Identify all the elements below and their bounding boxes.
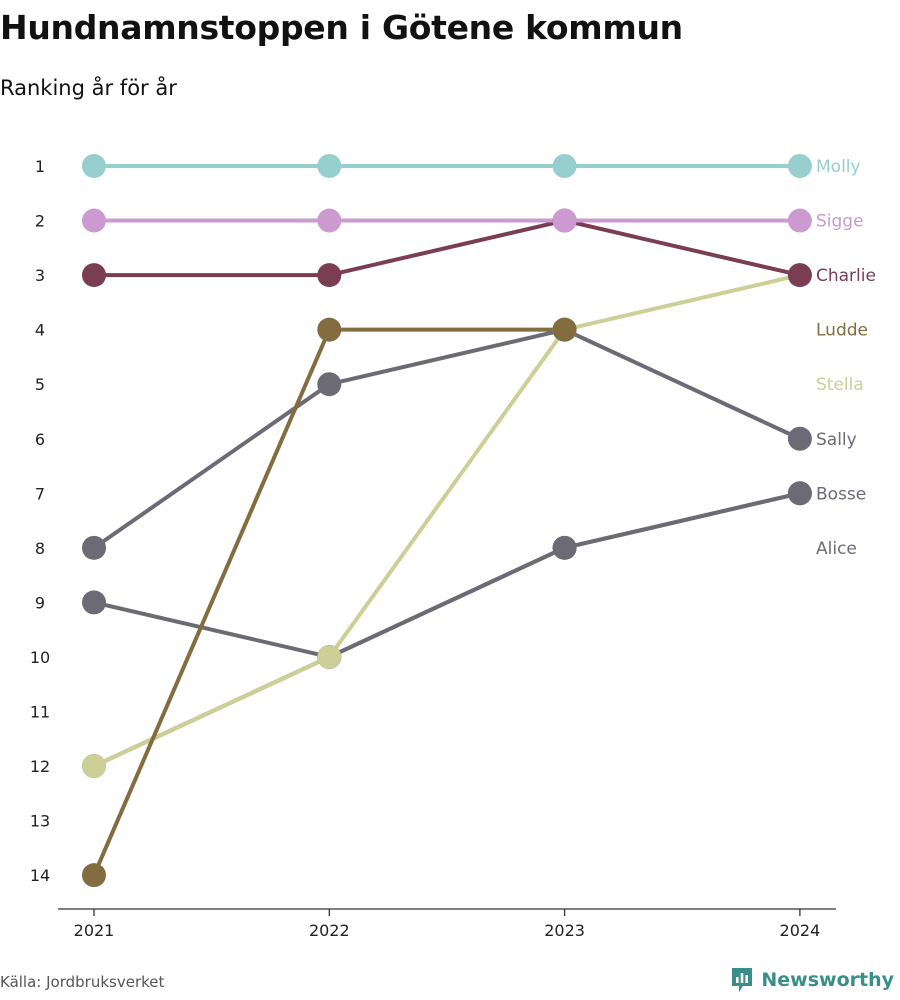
data-point-charlie[interactable] (82, 263, 106, 288)
data-point-molly[interactable] (787, 154, 812, 178)
data-point-ludde[interactable] (552, 317, 577, 342)
data-point-molly[interactable] (317, 154, 342, 178)
series-label-bosse: Bosse (816, 484, 866, 504)
y-tick-label: 5 (35, 375, 45, 394)
y-tick-label: 9 (35, 593, 45, 612)
series-labels: Molly Sigge Charlie Ludde Stella Sally Bosse Al… (816, 157, 876, 559)
data-point-sigge[interactable] (82, 208, 106, 233)
series-line-ludde (92, 327, 565, 876)
series-line-sally (92, 327, 801, 550)
series-label-sally: Sally (816, 430, 857, 450)
data-point-sally[interactable] (317, 372, 342, 397)
data-point-sally[interactable] (82, 535, 106, 560)
data-point-molly[interactable] (552, 154, 577, 178)
source-note: Källa: Jordbruksverket (0, 973, 165, 991)
x-tick-label: 2022 (309, 921, 350, 940)
data-point-stella[interactable] (82, 754, 106, 779)
data-point-sally[interactable] (787, 426, 812, 451)
series-line-stella (93, 273, 801, 768)
data-point-ludde[interactable] (82, 863, 106, 888)
series-label-sigge: Sigge (816, 212, 864, 232)
y-tick-label: 14 (30, 866, 50, 885)
series-line-bosse (93, 491, 801, 659)
series-lines (92, 164, 801, 876)
data-point-bosse[interactable] (82, 590, 106, 615)
series-label-alice: Alice (816, 539, 857, 559)
series-label-ludde: Ludde (816, 321, 868, 341)
brand-name: Newsworthy (761, 969, 894, 991)
data-point-sigge[interactable] (552, 208, 577, 233)
series-label-charlie: Charlie (816, 266, 876, 286)
data-point-bosse[interactable] (552, 535, 577, 560)
y-tick-label: 7 (35, 484, 45, 503)
data-point-molly[interactable] (82, 154, 106, 178)
data-point-ludde[interactable] (317, 317, 342, 342)
x-tick-label: 2023 (544, 921, 585, 940)
x-tick-label: 2024 (780, 921, 821, 940)
y-tick-label: 11 (30, 703, 50, 722)
data-point-stella[interactable] (317, 644, 342, 669)
data-point-charlie[interactable] (787, 263, 812, 288)
data-point-sigge[interactable] (787, 208, 812, 233)
y-tick-label: 8 (35, 539, 45, 558)
series-label-molly: Molly (816, 157, 861, 177)
series-points (82, 154, 812, 888)
chart-subtitle: Ranking år för år (0, 76, 177, 100)
data-point-sigge[interactable] (317, 208, 342, 233)
y-tick-label: 12 (30, 757, 50, 776)
chart-title: Hundnamnstoppen i Götene kommun (0, 8, 683, 47)
data-point-bosse[interactable] (787, 481, 812, 506)
brand-logo[interactable]: Newsworthy (730, 966, 894, 994)
newsworthy-logo-icon (732, 968, 753, 992)
y-tick-label: 10 (30, 648, 50, 667)
data-point-charlie[interactable] (317, 263, 342, 288)
series-line-charlie (94, 218, 801, 278)
y-tick-label: 1 (35, 157, 45, 176)
x-tick-label: 2021 (74, 921, 115, 940)
y-tick-label: 3 (35, 266, 45, 285)
y-tick-label: 2 (35, 212, 45, 231)
series-label-stella: Stella (816, 375, 864, 395)
y-tick-label: 4 (35, 321, 45, 340)
y-tick-label: 6 (35, 430, 45, 449)
y-tick-label: 13 (30, 812, 50, 831)
